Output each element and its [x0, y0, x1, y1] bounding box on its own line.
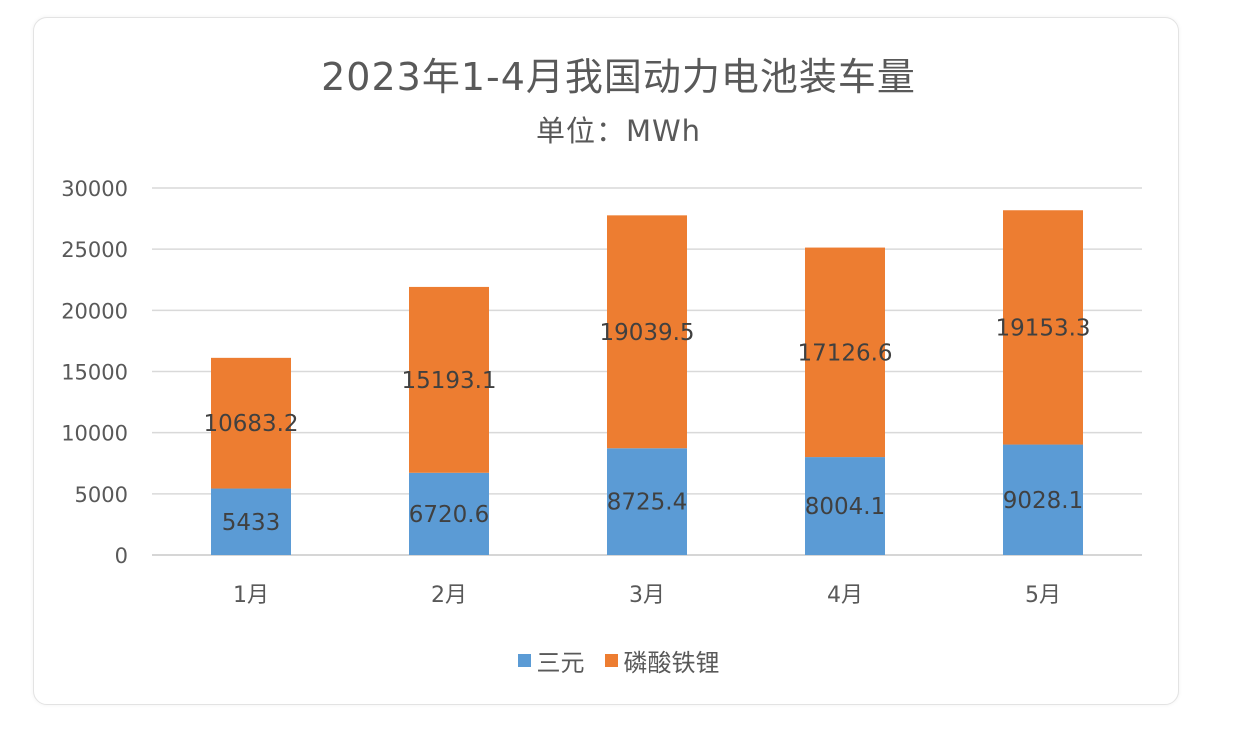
y-tick-label: 10000 [61, 422, 128, 446]
bar-ternary-5 [1003, 444, 1083, 555]
data-label: 10683.2 [203, 411, 298, 437]
bar-ternary-1 [211, 488, 291, 555]
legend-swatch-series-0 [517, 654, 531, 667]
legend-item-series-0: 三元 [517, 643, 585, 678]
data-label: 19153.3 [995, 315, 1090, 341]
data-label: 8004.1 [805, 494, 885, 520]
data-label: 17126.6 [797, 340, 892, 366]
y-tick-label: 5000 [75, 483, 128, 507]
bar-ternary-3 [607, 448, 687, 555]
x-tick-label: 4月 [827, 583, 863, 608]
legend-label-series-1: 磷酸铁锂 [623, 649, 720, 677]
bar-lfp-1 [211, 357, 291, 489]
legend: 三元 磷酸铁锂 [0, 643, 1237, 678]
x-tick-label: 1月 [233, 583, 269, 608]
bar-lfp-5 [1003, 210, 1083, 445]
data-label: 19039.5 [599, 320, 694, 346]
x-tick-label: 2月 [431, 583, 467, 608]
data-label: 9028.1 [1003, 488, 1083, 514]
chart-subtitle: 单位：MWh [535, 114, 702, 148]
chart-title: 2023年1-4月我国动力电池装车量 [321, 55, 916, 99]
legend-item-series-1: 磷酸铁锂 [604, 643, 720, 678]
data-labels: 5433 10683.2 6720.6 15193.1 8725.4 19039.5 800… [203, 315, 1090, 535]
bar-ternary-2 [409, 472, 489, 555]
y-tick-label: 25000 [61, 238, 128, 262]
legend-swatch-series-1 [604, 654, 618, 667]
data-label: 6720.6 [409, 502, 489, 528]
x-tick-label: 5月 [1025, 583, 1061, 608]
y-tick-label: 20000 [61, 299, 128, 323]
x-axis-ticks: 1月 2月 3月 4月 5月 [233, 583, 1061, 608]
bars [211, 210, 1083, 555]
bar-ternary-4 [805, 457, 885, 555]
bar-lfp-2 [409, 286, 489, 473]
bar-lfp-3 [607, 215, 687, 449]
y-tick-label: 30000 [61, 177, 128, 201]
bar-lfp-4 [805, 247, 885, 458]
y-tick-label: 15000 [61, 361, 128, 385]
x-tick-label: 3月 [629, 583, 665, 608]
data-label: 15193.1 [401, 368, 496, 394]
legend-label-series-0: 三元 [536, 649, 585, 677]
y-axis-ticks: 0 5000 10000 15000 20000 25000 30000 [61, 177, 128, 568]
data-label: 5433 [222, 510, 281, 536]
y-tick-label: 0 [115, 544, 128, 568]
data-label: 8725.4 [607, 490, 687, 516]
